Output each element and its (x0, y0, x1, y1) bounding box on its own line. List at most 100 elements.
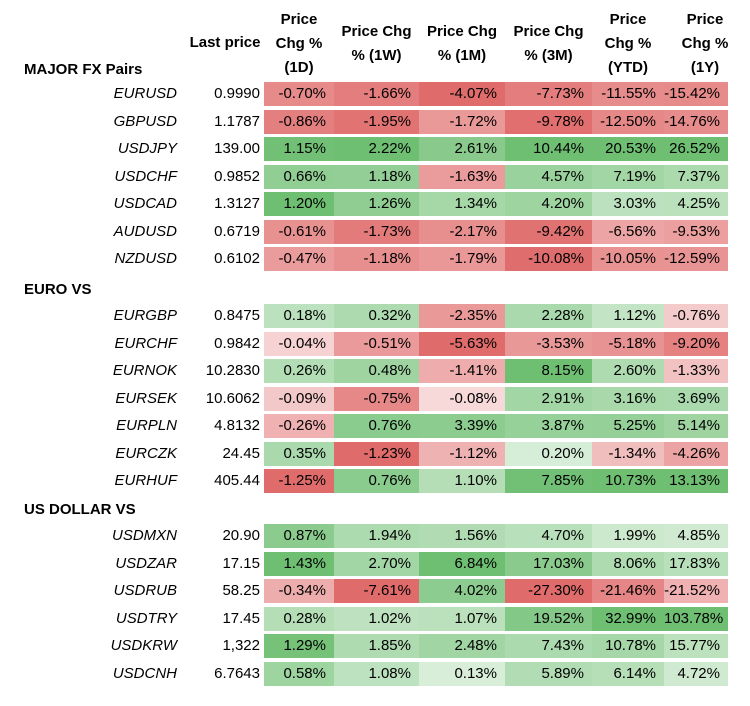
pct-change-cell: -1.63% (419, 164, 505, 189)
pct-change-cell: 0.28% (264, 606, 334, 631)
last-price: 10.2830 (205, 362, 260, 379)
pct-change-cell: -5.18% (592, 331, 664, 356)
pct-change-cell: 8.15% (505, 359, 592, 383)
pct-change-cell: -1.23% (334, 441, 419, 466)
pct-change-cell: 2.70% (334, 551, 419, 576)
pct-change-cell: 1.43% (264, 551, 334, 576)
pct-change-cell: 4.72% (664, 661, 728, 686)
pct-change-cell: 6.14% (592, 661, 664, 686)
pct-change-cell: -14.76% (664, 109, 728, 134)
pct-change-cell: 0.58% (264, 661, 334, 686)
last-price: 0.8475 (214, 307, 260, 324)
pct-change-cell: 20.53% (592, 137, 664, 161)
pct-change-cell: -3.53% (505, 331, 592, 356)
pct-change-cell: 2.48% (419, 634, 505, 658)
pair-name: EURUSD (113, 85, 177, 102)
last-price: 58.25 (222, 582, 260, 599)
last-price: 6.7643 (214, 664, 260, 682)
pct-change-cell: 0.18% (264, 304, 334, 328)
pct-change-cell: 7.37% (664, 164, 728, 189)
pct-change-cell: -0.09% (264, 386, 334, 411)
pct-change-cell: -1.95% (334, 109, 419, 134)
pct-change-cell: -21.52% (664, 579, 728, 603)
pct-change-cell: 10.73% (592, 469, 664, 493)
last-price: 20.90 (222, 527, 260, 544)
pct-change-cell: 0.20% (505, 441, 592, 466)
pct-change-cell: 4.25% (664, 192, 728, 216)
table-row: GBPUSD 1.1787 -0.86% -1.95% -1.72% -9.78% -12.… (0, 109, 750, 134)
pct-change-cell: 1.99% (592, 524, 664, 548)
pct-change-cell: 1.18% (334, 164, 419, 189)
table-row: USDCHF 0.9852 0.66% 1.18% -1.63% 4.57% 7.19% 7.… (0, 164, 750, 189)
pair-name: GBPUSD (113, 112, 177, 130)
pct-change-cell: 1.15% (264, 137, 334, 161)
pct-change-cell: 103.78% (664, 606, 728, 631)
header-price-chg-2: Price Chg % (1W) (341, 23, 412, 64)
pct-change-cell: 2.61% (419, 137, 505, 161)
pct-change-cell: 19.52% (505, 606, 592, 631)
pct-change-cell: -0.47% (264, 247, 334, 271)
last-price: 17.15 (222, 554, 260, 572)
last-price: 0.6102 (214, 250, 260, 267)
header-price-chg-5: Price Chg % (YTD) (604, 11, 652, 76)
pct-change-cell: 3.39% (419, 414, 505, 438)
last-price: 0.6719 (214, 222, 260, 240)
pct-change-cell: 17.83% (664, 551, 728, 576)
pair-name: USDTRY (115, 609, 177, 627)
table-row: EURUSD 0.9990 -0.70% -1.66% -4.07% -7.73% -11.… (0, 82, 750, 106)
pct-change-cell: -11.55% (592, 82, 664, 106)
section-title: US DOLLAR VS (24, 501, 136, 518)
pct-change-cell: 10.78% (592, 634, 664, 658)
pct-change-cell: 3.16% (592, 386, 664, 411)
pct-change-cell: 1.34% (419, 192, 505, 216)
pair-name: EURGBP (113, 307, 177, 324)
pct-change-cell: -0.76% (664, 304, 728, 328)
table-row: NZDUSD 0.6102 -0.47% -1.18% -1.79% -10.08% -10… (0, 247, 750, 271)
pct-change-cell: 4.85% (664, 524, 728, 548)
pair-name: USDRUB (113, 582, 177, 599)
table-row: USDRUB 58.25 -0.34% -7.61% 4.02% -27.30% -21.4… (0, 579, 750, 603)
section-title: MAJOR FX Pairs (24, 61, 143, 78)
pct-change-cell: 2.60% (592, 359, 664, 383)
pct-change-cell: -15.42% (664, 82, 728, 106)
last-price: 1.3127 (214, 195, 260, 212)
pct-change-cell: -1.33% (664, 359, 728, 383)
pct-change-cell: 1.56% (419, 524, 505, 548)
last-price: 0.9990 (214, 85, 260, 102)
pair-name: EURCHF (114, 334, 178, 352)
pct-change-cell: 2.22% (334, 137, 419, 161)
pct-change-cell: -6.56% (592, 219, 664, 244)
pair-name: EURHUF (114, 472, 178, 489)
pct-change-cell: 17.03% (505, 551, 592, 576)
pct-change-cell: 7.19% (592, 164, 664, 189)
pct-change-cell: 4.02% (419, 579, 505, 603)
pair-name: EURCZK (115, 444, 177, 462)
pct-change-cell: 3.69% (664, 386, 728, 411)
pct-change-cell: 1.02% (334, 606, 419, 631)
table-row: USDCNH 6.7643 0.58% 1.08% 0.13% 5.89% 6.14% 4.7… (0, 661, 750, 686)
last-price: 0.9852 (214, 167, 260, 185)
pct-change-cell: -7.61% (334, 579, 419, 603)
pct-change-cell: 1.07% (419, 606, 505, 631)
pair-name: EURPLN (116, 417, 177, 434)
table-row: USDMXN 20.90 0.87% 1.94% 1.56% 4.70% 1.99% 4.85… (0, 524, 750, 548)
pct-change-cell: 0.13% (419, 661, 505, 686)
pct-change-cell: -0.70% (264, 82, 334, 106)
last-price: 139.00 (214, 140, 260, 157)
pct-change-cell: 0.76% (334, 469, 419, 493)
pct-change-cell: 0.26% (264, 359, 334, 383)
pct-change-cell: 15.77% (664, 634, 728, 658)
pct-change-cell: -7.73% (505, 82, 592, 106)
section-title: EURO VS (24, 281, 92, 298)
pct-change-cell: 10.44% (505, 137, 592, 161)
pct-change-cell: 0.76% (334, 414, 419, 438)
pct-change-cell: 4.20% (505, 192, 592, 216)
pct-change-cell: -4.26% (664, 441, 728, 466)
pair-name: USDKRW (110, 637, 177, 654)
pair-name: USDCAD (113, 195, 177, 212)
pct-change-cell: -2.17% (419, 219, 505, 244)
pct-change-cell: -0.34% (264, 579, 334, 603)
pct-change-cell: 1.12% (592, 304, 664, 328)
pct-change-cell: -0.51% (334, 331, 419, 356)
pct-change-cell: -12.59% (664, 247, 728, 271)
